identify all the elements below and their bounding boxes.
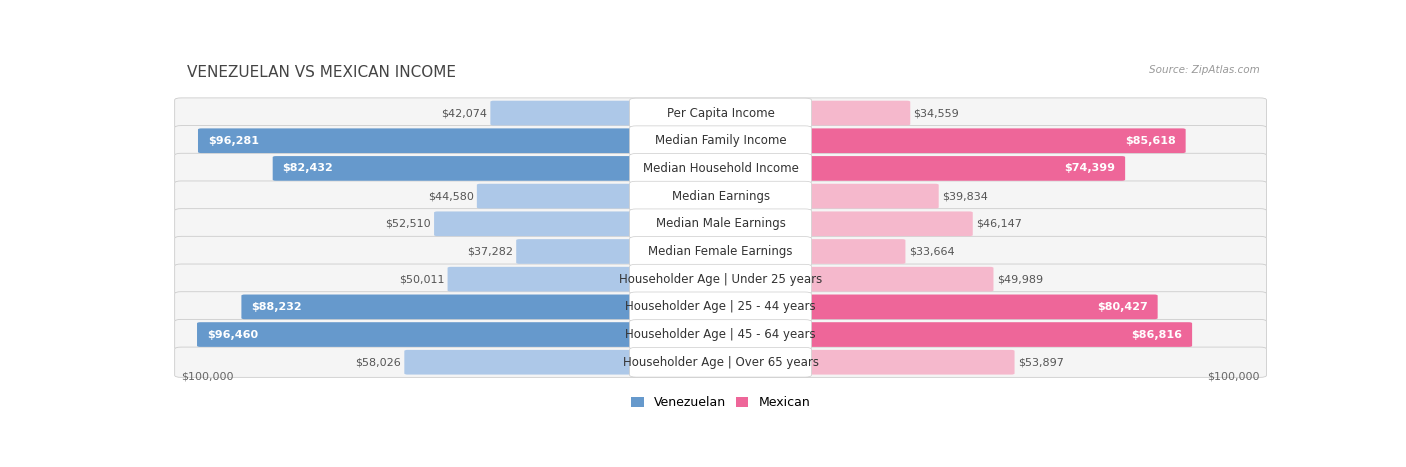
FancyBboxPatch shape — [491, 101, 724, 125]
FancyBboxPatch shape — [630, 126, 811, 156]
FancyBboxPatch shape — [717, 184, 939, 208]
Text: $42,074: $42,074 — [441, 108, 486, 118]
Text: $74,399: $74,399 — [1064, 163, 1115, 173]
FancyBboxPatch shape — [273, 156, 724, 181]
Text: $49,989: $49,989 — [997, 274, 1043, 284]
FancyBboxPatch shape — [197, 322, 724, 347]
FancyBboxPatch shape — [174, 264, 1267, 294]
Text: $33,664: $33,664 — [908, 247, 955, 256]
Text: Median Female Earnings: Median Female Earnings — [648, 245, 793, 258]
Text: $100,000: $100,000 — [1208, 371, 1260, 381]
Text: $86,816: $86,816 — [1132, 330, 1182, 340]
Text: Householder Age | 25 - 44 years: Householder Age | 25 - 44 years — [626, 300, 815, 313]
FancyBboxPatch shape — [630, 154, 811, 183]
FancyBboxPatch shape — [630, 292, 811, 322]
FancyBboxPatch shape — [477, 184, 724, 208]
FancyBboxPatch shape — [717, 322, 1192, 347]
FancyBboxPatch shape — [174, 126, 1267, 156]
Text: $39,834: $39,834 — [942, 191, 988, 201]
Text: $88,232: $88,232 — [252, 302, 302, 312]
Text: Source: ZipAtlas.com: Source: ZipAtlas.com — [1149, 65, 1260, 75]
Text: Householder Age | Under 25 years: Householder Age | Under 25 years — [619, 273, 823, 286]
FancyBboxPatch shape — [174, 236, 1267, 267]
FancyBboxPatch shape — [717, 239, 905, 264]
FancyBboxPatch shape — [174, 319, 1267, 350]
FancyBboxPatch shape — [717, 128, 1185, 153]
Text: $50,011: $50,011 — [399, 274, 444, 284]
Text: $100,000: $100,000 — [181, 371, 233, 381]
Text: $37,282: $37,282 — [467, 247, 513, 256]
FancyBboxPatch shape — [630, 320, 811, 349]
Text: Median Household Income: Median Household Income — [643, 162, 799, 175]
FancyBboxPatch shape — [174, 347, 1267, 377]
Text: $80,427: $80,427 — [1097, 302, 1147, 312]
Text: $44,580: $44,580 — [427, 191, 474, 201]
FancyBboxPatch shape — [516, 239, 724, 264]
FancyBboxPatch shape — [630, 347, 811, 377]
Text: $52,510: $52,510 — [385, 219, 430, 229]
FancyBboxPatch shape — [174, 292, 1267, 322]
Text: Median Earnings: Median Earnings — [672, 190, 769, 203]
Text: $34,559: $34,559 — [914, 108, 959, 118]
FancyBboxPatch shape — [717, 101, 910, 125]
FancyBboxPatch shape — [630, 264, 811, 294]
FancyBboxPatch shape — [717, 295, 1157, 319]
FancyBboxPatch shape — [174, 181, 1267, 211]
Text: $58,026: $58,026 — [356, 357, 401, 367]
FancyBboxPatch shape — [630, 98, 811, 128]
FancyBboxPatch shape — [174, 98, 1267, 128]
FancyBboxPatch shape — [630, 209, 811, 239]
Text: $82,432: $82,432 — [283, 163, 333, 173]
FancyBboxPatch shape — [630, 181, 811, 211]
Text: $96,281: $96,281 — [208, 136, 259, 146]
FancyBboxPatch shape — [717, 156, 1125, 181]
Text: Householder Age | Over 65 years: Householder Age | Over 65 years — [623, 356, 818, 369]
FancyBboxPatch shape — [717, 350, 1015, 375]
FancyBboxPatch shape — [198, 128, 724, 153]
FancyBboxPatch shape — [447, 267, 724, 291]
Text: Median Male Earnings: Median Male Earnings — [655, 217, 786, 230]
FancyBboxPatch shape — [630, 237, 811, 266]
Text: $96,460: $96,460 — [207, 330, 257, 340]
Legend: Venezuelan, Mexican: Venezuelan, Mexican — [631, 396, 810, 410]
FancyBboxPatch shape — [174, 209, 1267, 239]
FancyBboxPatch shape — [434, 212, 724, 236]
Text: Per Capita Income: Per Capita Income — [666, 106, 775, 120]
Text: $85,618: $85,618 — [1125, 136, 1175, 146]
FancyBboxPatch shape — [174, 153, 1267, 184]
FancyBboxPatch shape — [405, 350, 724, 375]
Text: $46,147: $46,147 — [976, 219, 1022, 229]
Text: VENEZUELAN VS MEXICAN INCOME: VENEZUELAN VS MEXICAN INCOME — [187, 65, 456, 80]
Text: Householder Age | 45 - 64 years: Householder Age | 45 - 64 years — [626, 328, 815, 341]
Text: $53,897: $53,897 — [1018, 357, 1064, 367]
FancyBboxPatch shape — [717, 212, 973, 236]
Text: Median Family Income: Median Family Income — [655, 134, 786, 147]
FancyBboxPatch shape — [717, 267, 994, 291]
FancyBboxPatch shape — [242, 295, 724, 319]
